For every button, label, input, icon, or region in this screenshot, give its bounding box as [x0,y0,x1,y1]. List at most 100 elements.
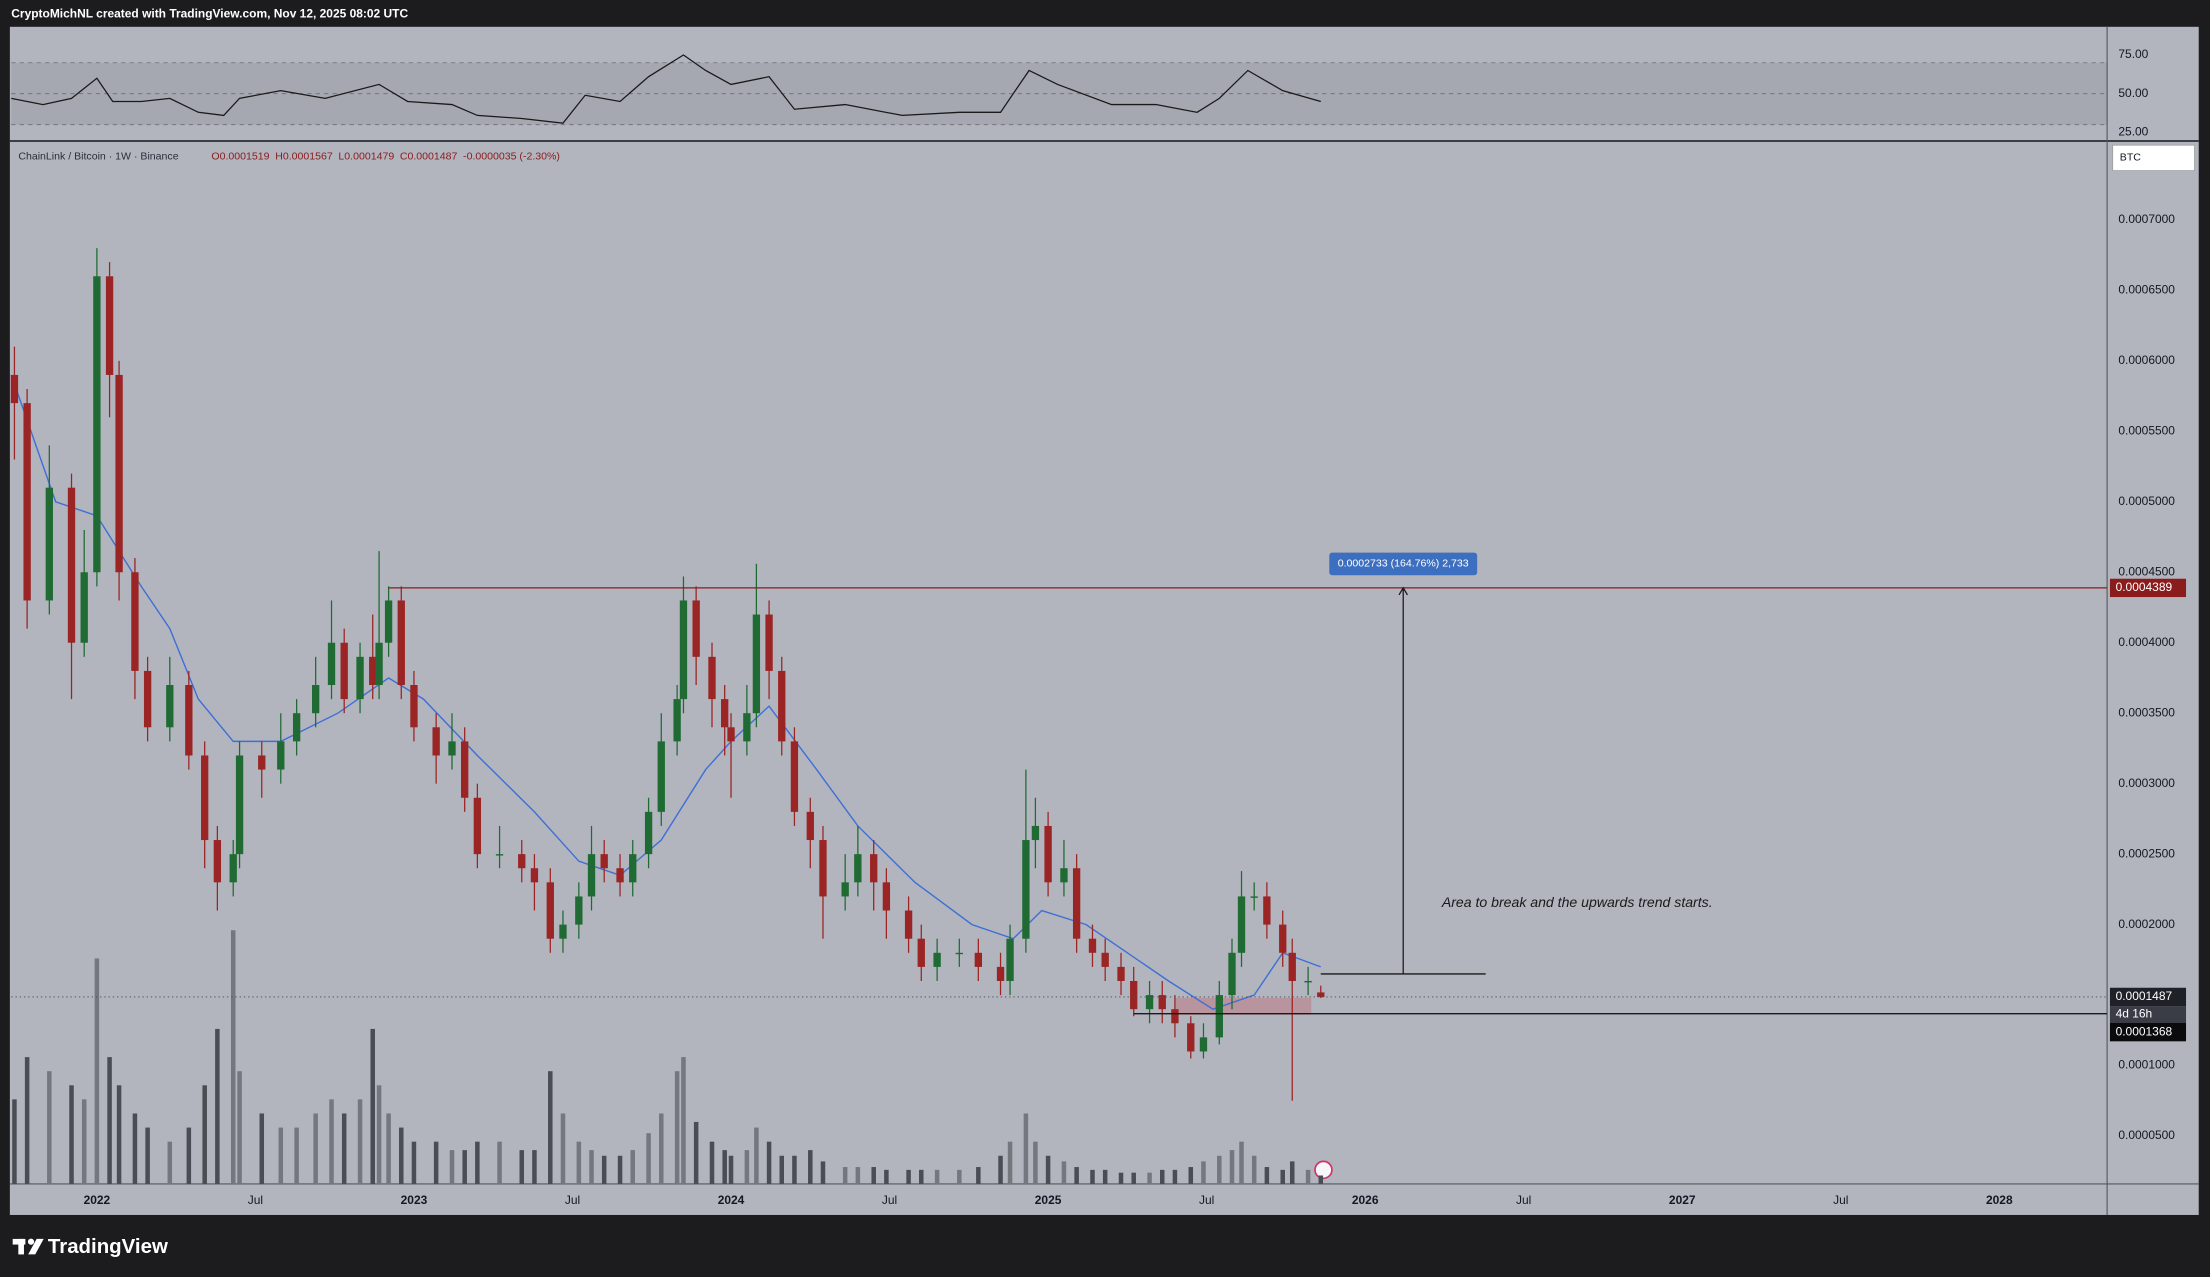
candle-body [1044,825,1052,883]
candle-body [1187,1023,1195,1052]
x-tick-label: Jul [1199,1193,1214,1207]
ohlc-value: L0.0001479 [338,150,394,162]
candle-body [213,840,222,883]
volume-bar [1007,1141,1013,1184]
logo: TradingView [12,1236,168,1258]
volume-layer [12,930,1324,1184]
y-tick-label: 0.0003000 [2118,776,2175,790]
candle-body [644,811,653,855]
candle-body [575,896,583,925]
candle-body [397,600,405,686]
candle-body [1101,952,1109,967]
candle-body [1060,868,1068,883]
candle-body [80,572,88,643]
moving-average [10,374,1322,1010]
candle-body [45,487,53,601]
last-price-label: 0.0001487 [2116,989,2173,1003]
y-tick-label: 0.0001000 [2118,1058,2175,1072]
candle-body [657,741,665,812]
y-tick-label: 0.0007000 [2118,212,2175,226]
volume-bar [237,1071,242,1184]
volume-bar [548,1071,553,1184]
candle-body [384,600,393,643]
volume-bar [976,1167,981,1184]
volume-bar [1061,1161,1067,1184]
candle-body [559,924,567,939]
volume-bar [519,1150,525,1184]
ohlc-value: -0.0000035 (-2.30%) [463,150,560,162]
candle-body [356,656,364,700]
candle-body [765,614,773,671]
candle-body [955,952,963,955]
candle-body [806,811,814,841]
volume-bar [167,1141,173,1184]
logo-mark [18,1238,24,1255]
volume-bar [449,1150,455,1184]
volume-bar [1201,1161,1206,1184]
y-tick-label: 0.0004500 [2118,564,2175,578]
volume-bar [779,1155,785,1184]
volume-bar [1131,1172,1136,1184]
x-tick-label: 2022 [84,1193,111,1207]
currency[interactable]: BTC [2120,152,2141,164]
candle-body [841,882,849,897]
volume-bar [1264,1167,1270,1184]
volume-bar [1102,1169,1108,1184]
volume-bar [1289,1161,1295,1184]
volume-bar [313,1113,318,1184]
ohlc-value: H0.0001567 [275,150,333,162]
volume-bar [475,1141,480,1184]
volume-bar [341,1113,347,1184]
candle-body [229,854,237,883]
candle-body [410,685,418,728]
candle-body [1263,896,1271,925]
candle-body [1145,995,1154,1010]
candle-body [629,854,637,883]
volume-bar [919,1169,924,1184]
ohlc-value: C0.0001487 [400,150,458,162]
measure-label-box [1329,552,1478,576]
volume-bar [399,1127,404,1184]
event-icon[interactable] [1314,1160,1333,1180]
labels-layer: O0.0001519 H0.0001567 L0.0001479 C0.0001487… [84,47,2187,1207]
rsi-tick-label: 50.00 [2118,86,2148,100]
candle-body [201,755,209,841]
x-tick-label: 2026 [1352,1193,1379,1207]
currency-box[interactable] [2112,144,2195,171]
volume-bar [1074,1167,1079,1184]
candle-body [1279,924,1287,953]
candle-body [721,699,729,728]
volume-bar [998,1155,1003,1184]
volume-bar [1045,1155,1051,1184]
volume-bar [230,930,236,1184]
x-tick-label: 2028 [1986,1193,2013,1207]
candle-body [23,403,31,601]
candle-body [1130,980,1138,1010]
volume-bar [462,1150,467,1184]
candle-body [1237,896,1246,953]
y-tick-label: 0.0002000 [2118,917,2175,931]
volume-bar [69,1085,74,1184]
y-tick-label: 0.0002500 [2118,846,2175,860]
volume-bar [1172,1169,1178,1184]
volume-bar [116,1085,122,1184]
candle-body [790,741,799,812]
candle-body [131,572,139,671]
volume-bar [357,1099,363,1184]
candle-body [461,741,469,798]
volume-bar [278,1127,284,1184]
candle-body [778,670,786,742]
volume-bar [646,1133,651,1184]
candle-body [854,854,862,883]
candle-body [185,685,193,756]
volume-bar [1280,1169,1285,1184]
volume-bar [81,1099,87,1184]
candle-body [616,868,624,883]
candle-body [1215,995,1223,1038]
resistance-price-label-box [2109,578,2187,598]
volume-bar [674,1071,680,1184]
candle-body [587,854,596,897]
candle-body [679,600,688,700]
volume-bar [934,1169,940,1184]
volume-bar [47,1071,52,1184]
